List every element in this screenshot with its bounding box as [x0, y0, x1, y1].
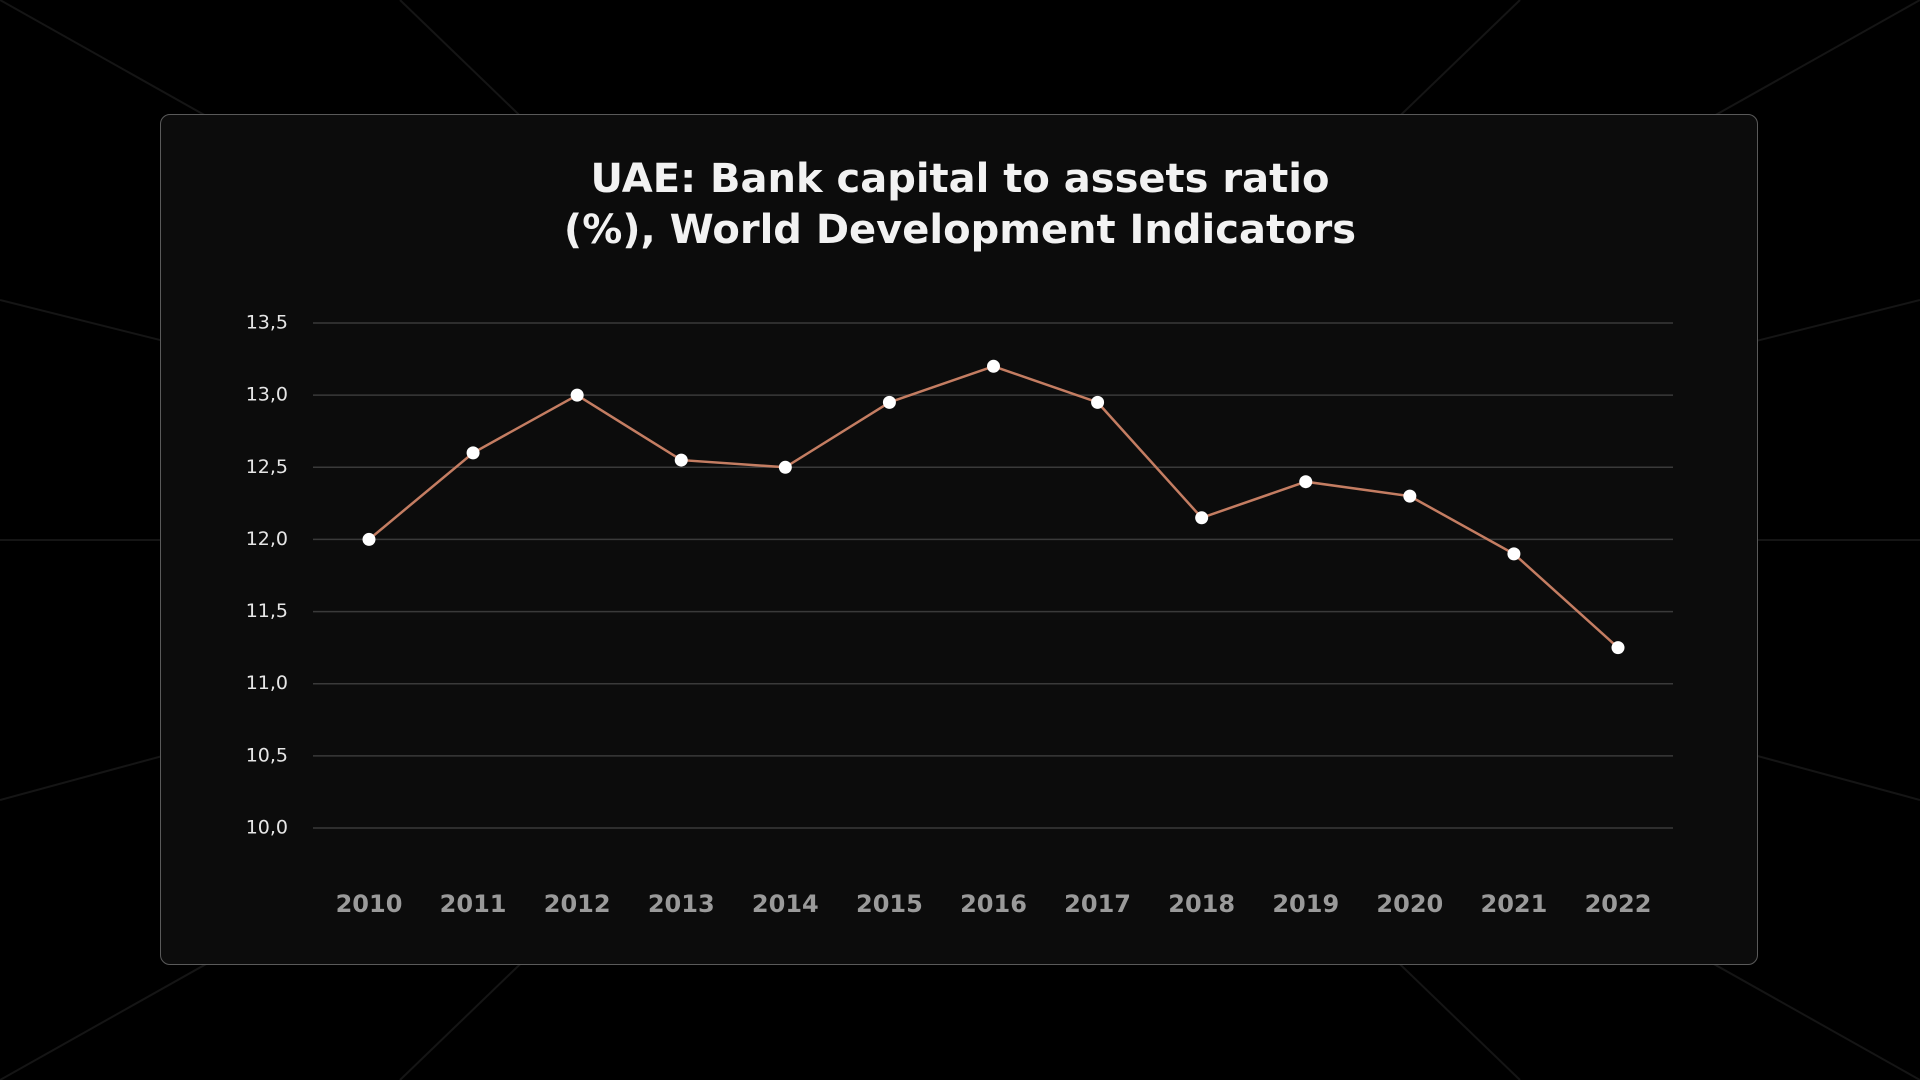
data-point [1611, 641, 1625, 655]
data-point [1507, 547, 1521, 561]
data-point [1195, 511, 1209, 525]
data-point [1403, 489, 1417, 503]
x-tick-label: 2015 [856, 890, 923, 918]
data-point [778, 460, 792, 474]
chart-title: UAE: Bank capital to assets ratio (%), W… [563, 156, 1357, 253]
y-tick-label: 12,5 [246, 456, 288, 478]
y-tick-label: 13,5 [246, 312, 288, 334]
data-point [570, 388, 584, 402]
x-tick-label: 2012 [544, 890, 611, 918]
data-point [466, 446, 480, 460]
y-tick-label: 12,0 [246, 528, 288, 550]
y-tick-label: 10,5 [246, 744, 288, 766]
data-point [1299, 475, 1313, 489]
x-tick-label: 2022 [1585, 890, 1652, 918]
data-point [362, 532, 376, 546]
x-tick-label: 2019 [1272, 890, 1339, 918]
y-tick-label: 10,0 [246, 817, 288, 839]
y-tick-label: 11,5 [246, 600, 288, 622]
data-point [987, 359, 1000, 373]
x-tick-label: 2013 [648, 890, 715, 918]
data-point [674, 453, 688, 467]
x-tick-label: 2021 [1481, 890, 1548, 918]
x-tick-label: 2011 [440, 890, 507, 918]
x-tick-label: 2014 [752, 890, 819, 918]
data-point [1091, 395, 1105, 409]
x-tick-label: 2020 [1376, 890, 1443, 918]
data-point [882, 395, 896, 409]
y-tick-label: 13,0 [246, 384, 288, 406]
x-tick-label: 2018 [1168, 890, 1235, 918]
y-tick-label: 11,0 [246, 672, 288, 694]
x-tick-label: 2010 [336, 890, 403, 918]
x-tick-label: 2016 [960, 890, 1027, 918]
series-line [368, 364, 1619, 649]
x-tick-label: 2017 [1064, 890, 1131, 918]
